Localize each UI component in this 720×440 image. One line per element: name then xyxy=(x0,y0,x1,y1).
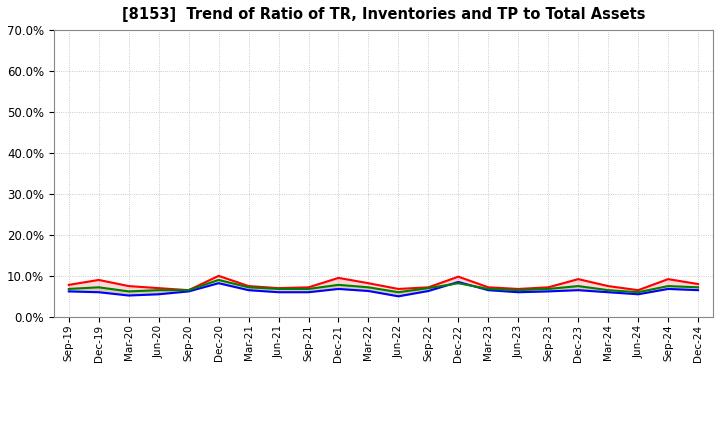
Trade Payables xyxy=(394,290,402,295)
Trade Receivables xyxy=(94,277,103,282)
Trade Receivables xyxy=(574,276,582,282)
Inventories xyxy=(215,281,223,286)
Inventories xyxy=(514,290,523,295)
Trade Payables xyxy=(94,285,103,290)
Trade Receivables xyxy=(274,286,283,291)
Inventories xyxy=(364,288,373,293)
Trade Payables xyxy=(334,282,343,287)
Inventories xyxy=(664,286,672,292)
Inventories xyxy=(304,290,312,295)
Trade Receivables xyxy=(544,285,552,290)
Inventories xyxy=(125,293,133,298)
Inventories xyxy=(544,289,552,294)
Trade Payables xyxy=(694,285,703,290)
Trade Receivables xyxy=(484,285,492,290)
Trade Payables xyxy=(544,286,552,292)
Trade Payables xyxy=(574,283,582,289)
Trade Receivables xyxy=(604,283,613,289)
Inventories xyxy=(424,288,433,293)
Inventories xyxy=(634,292,642,297)
Inventories xyxy=(65,289,73,294)
Inventories xyxy=(274,290,283,295)
Trade Payables xyxy=(634,290,642,295)
Trade Receivables xyxy=(125,283,133,289)
Trade Receivables xyxy=(514,286,523,292)
Trade Payables xyxy=(304,286,312,292)
Trade Payables xyxy=(215,277,223,282)
Trade Receivables xyxy=(184,287,193,293)
Trade Payables xyxy=(604,287,613,293)
Line: Inventories: Inventories xyxy=(69,282,698,296)
Inventories xyxy=(334,286,343,292)
Trade Receivables xyxy=(304,285,312,290)
Inventories xyxy=(484,287,492,293)
Trade Receivables xyxy=(694,282,703,287)
Trade Receivables xyxy=(215,273,223,279)
Line: Trade Receivables: Trade Receivables xyxy=(69,276,698,290)
Trade Receivables xyxy=(65,282,73,287)
Inventories xyxy=(244,287,253,293)
Trade Payables xyxy=(65,286,73,292)
Title: [8153]  Trend of Ratio of TR, Inventories and TP to Total Assets: [8153] Trend of Ratio of TR, Inventories… xyxy=(122,7,645,22)
Inventories xyxy=(154,292,163,297)
Trade Receivables xyxy=(364,281,373,286)
Line: Trade Payables: Trade Payables xyxy=(69,280,698,292)
Trade Receivables xyxy=(244,283,253,289)
Inventories xyxy=(694,287,703,293)
Trade Receivables xyxy=(154,286,163,291)
Inventories xyxy=(574,287,582,293)
Trade Payables xyxy=(244,285,253,290)
Trade Payables xyxy=(424,286,433,291)
Inventories xyxy=(454,279,463,285)
Trade Payables xyxy=(154,287,163,293)
Trade Payables xyxy=(125,289,133,294)
Trade Receivables xyxy=(664,276,672,282)
Trade Receivables xyxy=(334,275,343,281)
Trade Receivables xyxy=(424,285,433,290)
Trade Receivables xyxy=(634,287,642,293)
Trade Payables xyxy=(484,286,492,292)
Trade Payables xyxy=(454,281,463,286)
Trade Receivables xyxy=(394,286,402,292)
Trade Payables xyxy=(664,283,672,289)
Trade Payables xyxy=(184,287,193,293)
Trade Receivables xyxy=(454,274,463,279)
Trade Payables xyxy=(364,285,373,290)
Inventories xyxy=(604,290,613,295)
Inventories xyxy=(394,293,402,299)
Trade Payables xyxy=(274,286,283,292)
Trade Payables xyxy=(514,287,523,293)
Inventories xyxy=(184,289,193,294)
Inventories xyxy=(94,290,103,295)
